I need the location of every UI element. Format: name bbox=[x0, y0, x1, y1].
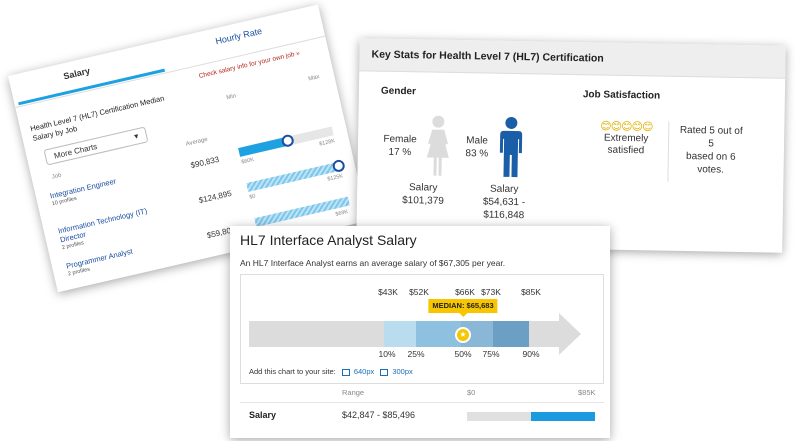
female-salary: Salary $101,379 bbox=[391, 181, 455, 208]
male-salary-value-2: $116,848 bbox=[483, 209, 525, 222]
male-icon bbox=[499, 116, 523, 178]
salary-marker bbox=[280, 133, 295, 148]
rated-line-4: votes. bbox=[697, 164, 725, 176]
male-salary: Salary $54,631 - $116,848 bbox=[469, 182, 540, 222]
salary-range-track bbox=[467, 412, 595, 421]
satisfaction-line-2: satisfied bbox=[607, 144, 645, 157]
tab-hourly-rate[interactable]: Hourly Rate bbox=[214, 25, 263, 47]
job-satisfaction-heading: Job Satisfaction bbox=[582, 89, 661, 102]
salary-marker bbox=[331, 158, 346, 174]
tick-bottom-2: 25% bbox=[407, 349, 425, 359]
row-divider bbox=[240, 402, 604, 403]
salary-row-range: $42,847 - $85,496 bbox=[342, 410, 416, 420]
add-chart-label: Add this chart to your site: bbox=[249, 367, 336, 376]
embed-300-link[interactable]: 300px bbox=[392, 367, 413, 376]
band-25-50 bbox=[416, 321, 461, 347]
gender-heading: Gender bbox=[380, 85, 417, 98]
embed-icon bbox=[341, 368, 350, 376]
salary-title: HL7 Interface Analyst Salary bbox=[240, 232, 417, 248]
rated-line-2: 5 bbox=[708, 138, 714, 150]
female-stat: Female 17 % bbox=[378, 133, 422, 160]
col-header-average: Average bbox=[185, 136, 209, 148]
tick-top-5: $85K bbox=[521, 287, 541, 297]
col-header-job: Job bbox=[51, 172, 63, 181]
range-min: $0 bbox=[248, 193, 257, 201]
tick-top-2: $52K bbox=[409, 287, 429, 297]
salary-chart: $43K $52K $66K $73K $85K MEDIAN: $65,683… bbox=[240, 274, 604, 384]
range-axis-max: $85K bbox=[578, 388, 596, 397]
embed-640-link[interactable]: 640px bbox=[353, 367, 375, 376]
male-salary-value: $54,631 - bbox=[482, 196, 526, 209]
salary-range-fill bbox=[531, 412, 595, 421]
range-header: Range bbox=[342, 388, 365, 397]
tick-top-1: $43K bbox=[378, 287, 398, 297]
range-max: $125K bbox=[326, 173, 344, 183]
chevron-down-icon: ▼ bbox=[132, 132, 141, 142]
male-label: Male bbox=[466, 135, 489, 147]
band-10-25 bbox=[384, 321, 416, 347]
col-header-max: Max bbox=[307, 74, 321, 83]
col-header-min: Min bbox=[225, 93, 237, 102]
satisfaction-rating: 😊😊😊😊😊 Extremely satisfied bbox=[586, 120, 667, 157]
tick-top-3: $66K bbox=[455, 287, 475, 297]
range-min: $60K bbox=[240, 156, 255, 166]
divider bbox=[667, 121, 670, 182]
male-salary-label: Salary bbox=[489, 183, 519, 196]
range-max: $69K bbox=[334, 209, 349, 218]
median-star-icon: ★ bbox=[455, 327, 471, 343]
male-percent: 83 % bbox=[465, 148, 489, 160]
rated-line-1: Rated 5 out of bbox=[679, 124, 743, 137]
rated-line-3: based on 6 bbox=[685, 151, 736, 163]
male-stat: Male 83 % bbox=[460, 134, 494, 161]
band-75-90 bbox=[493, 321, 529, 347]
range-axis-min: $0 bbox=[467, 388, 476, 397]
tick-top-4: $73K bbox=[481, 287, 501, 297]
median-label: MEDIAN: $65,683 bbox=[428, 299, 498, 317]
female-label: Female bbox=[383, 133, 417, 146]
female-salary-value: $101,379 bbox=[402, 195, 444, 207]
add-chart-row: Add this chart to your site: 640px 300px bbox=[249, 367, 413, 376]
average-salary: $124,895 bbox=[197, 188, 233, 206]
salary-subtitle: An HL7 Interface Analyst earns an averag… bbox=[240, 258, 506, 268]
average-salary: $90,833 bbox=[189, 154, 221, 171]
more-charts-label: More Charts bbox=[53, 141, 99, 161]
embed-icon bbox=[380, 368, 389, 376]
female-icon bbox=[426, 115, 449, 176]
tick-bottom-5: 90% bbox=[522, 349, 540, 359]
salary-row-label: Salary bbox=[249, 410, 277, 420]
tick-bottom-3: 50% bbox=[454, 349, 472, 359]
female-percent: 17 % bbox=[388, 146, 412, 159]
range-max: $128K bbox=[318, 138, 336, 148]
chart-arrow-head bbox=[559, 313, 581, 355]
tick-bottom-1: 10% bbox=[378, 349, 396, 359]
rating-summary: Rated 5 out of 5 based on 6 votes. bbox=[675, 124, 746, 177]
key-stats-title: Key Stats for Health Level 7 (HL7) Certi… bbox=[359, 38, 786, 79]
interface-analyst-salary-card: HL7 Interface Analyst Salary An HL7 Inte… bbox=[230, 226, 610, 438]
key-stats-card: Key Stats for Health Level 7 (HL7) Certi… bbox=[356, 38, 786, 253]
tab-salary[interactable]: Salary bbox=[62, 65, 92, 82]
tick-bottom-4: 75% bbox=[482, 349, 500, 359]
female-salary-label: Salary bbox=[408, 182, 438, 194]
